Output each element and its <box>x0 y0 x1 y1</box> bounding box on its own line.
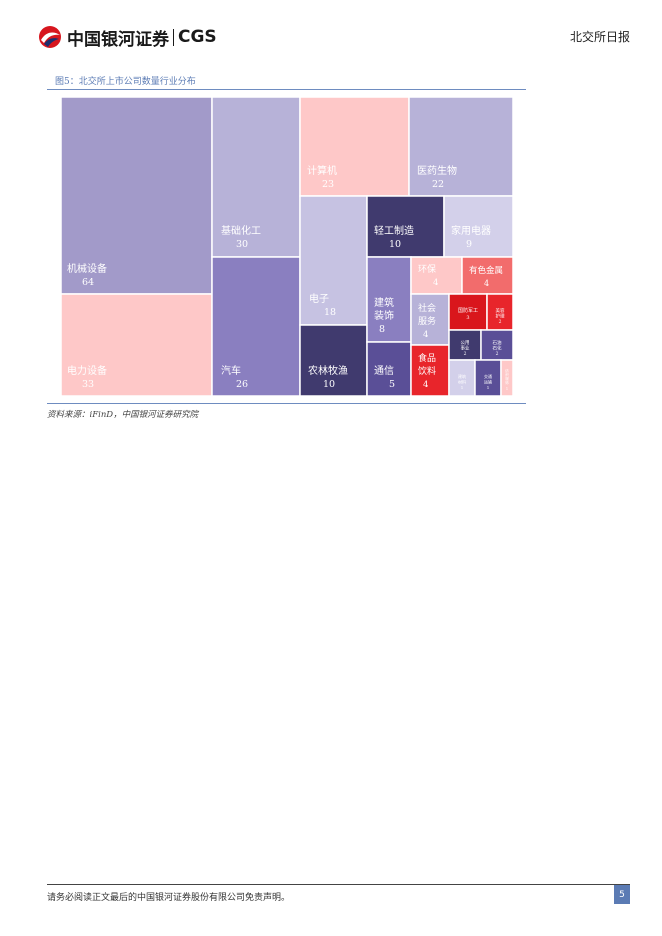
tile-value: 9 <box>466 239 472 250</box>
tile-label: 公用 <box>461 340 470 346</box>
treemap-tile <box>410 344 450 397</box>
footer-divider <box>47 884 630 885</box>
tile-value: 64 <box>82 277 94 288</box>
tile-label: 服务 <box>418 315 436 327</box>
tile-label: 食品 <box>418 352 436 364</box>
tile-value: 8 <box>379 324 385 335</box>
tile-label: 机械设备 <box>67 262 107 275</box>
treemap-tile <box>60 293 213 397</box>
tile-label: 运输 <box>484 379 492 385</box>
tile-value: 33 <box>82 379 94 390</box>
tile-label: 电子 <box>309 292 329 305</box>
treemap-tile <box>366 341 412 397</box>
tile-label: 事业 <box>461 345 470 352</box>
tile-label: 汽车 <box>221 364 241 377</box>
tile-value: 26 <box>236 379 248 390</box>
tile-label: 建筑 <box>458 373 466 379</box>
data-source-note: 资料来源：iFinD，中国银河证券研究院 <box>47 410 199 420</box>
tile-value: 1 <box>461 385 464 390</box>
tile-label: 交通 <box>484 373 492 379</box>
treemap-tile <box>211 256 301 397</box>
tile-value: 2 <box>496 351 499 357</box>
logo-text-en: CGS <box>178 27 217 47</box>
treemap-tile <box>500 359 514 397</box>
tile-label: 轻工制造 <box>374 224 414 237</box>
chart-bottom-rule <box>47 403 526 404</box>
tile-label: 国防军工 <box>458 307 478 314</box>
tile-value: 10 <box>389 239 401 250</box>
treemap-tile <box>60 96 213 295</box>
tile-value: 4 <box>423 330 428 340</box>
tile-label: 社会 <box>418 302 436 314</box>
tile-value: 30 <box>236 239 248 250</box>
treemap-tile <box>299 195 368 326</box>
tile-value: 1 <box>506 387 508 391</box>
cgs-logo-icon <box>39 26 61 48</box>
footer-disclaimer: 请务必阅读正文最后的中国银河证券股份有限公司免责声明。 <box>47 893 291 903</box>
report-name: 北交所日报 <box>569 30 630 44</box>
tile-label: 基础化工 <box>221 224 261 237</box>
tile-label: 美容 <box>496 307 505 314</box>
treemap-tile <box>480 329 514 361</box>
figure-caption: 图5：北交所上市公司数量行业分布 <box>55 77 196 87</box>
tile-label: 石油 <box>493 339 502 346</box>
tile-label: 纺 <box>505 368 509 373</box>
tile-value: 2 <box>464 351 467 357</box>
tile-label: 装饰 <box>374 309 394 322</box>
treemap-tile <box>366 195 445 258</box>
logo-text-cn: 中国银河证券 <box>67 29 169 50</box>
tile-label: 建筑 <box>374 296 394 309</box>
tile-label: 石化 <box>493 345 502 352</box>
tile-value: 5 <box>389 379 395 390</box>
tile-label: 环保 <box>418 263 436 275</box>
treemap-tile <box>461 256 514 295</box>
tile-label: 饰 <box>505 380 509 385</box>
tile-value: 3 <box>466 315 469 321</box>
tile-label: 通信 <box>374 365 394 377</box>
treemap-tile <box>408 96 514 197</box>
logo-divider <box>173 28 174 46</box>
treemap-tile <box>410 256 463 295</box>
page-number: 5 <box>614 885 630 904</box>
tile-value: 10 <box>323 379 335 390</box>
tile-label: 有色金属 <box>469 265 503 276</box>
treemap-tile <box>448 359 476 397</box>
treemap-tile <box>211 96 301 258</box>
treemap-tile <box>299 324 368 397</box>
treemap-tile <box>366 256 412 343</box>
tile-label: 计算机 <box>307 164 337 177</box>
treemap-tile <box>299 96 410 197</box>
tile-label: 农林牧渔 <box>308 364 348 377</box>
tile-label: 饮料 <box>418 365 436 377</box>
tile-label: 电力设备 <box>67 364 107 377</box>
tile-value: 4 <box>484 279 489 288</box>
tile-value: 23 <box>322 179 334 190</box>
tile-value: 4 <box>433 278 438 288</box>
tile-value: 4 <box>423 380 428 390</box>
tile-value: 2 <box>499 319 502 325</box>
tile-label: 护理 <box>496 313 505 320</box>
caption-rule <box>47 89 526 90</box>
tile-label: 服 <box>505 376 509 381</box>
tile-value: 1 <box>487 385 490 390</box>
tile-label: 织 <box>505 372 509 377</box>
tile-value: 22 <box>432 179 444 190</box>
tile-value: 18 <box>324 307 336 318</box>
tile-label: 家用电器 <box>451 224 491 237</box>
tile-label: 材料 <box>458 379 466 385</box>
tile-label: 医药生物 <box>417 164 457 177</box>
company-logo: 中国银河证券 CGS <box>38 24 217 50</box>
